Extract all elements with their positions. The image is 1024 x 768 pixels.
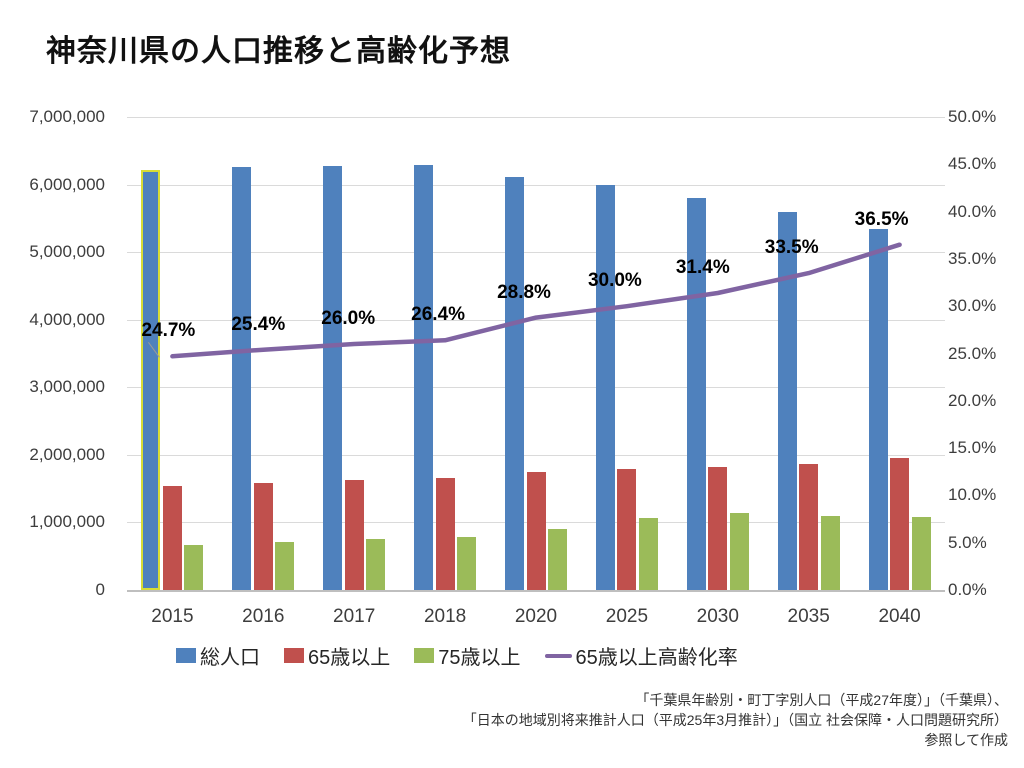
gridline bbox=[127, 252, 945, 254]
gridline bbox=[127, 454, 945, 456]
legend-swatch-icon bbox=[284, 648, 304, 663]
bar-age75-2016 bbox=[275, 542, 295, 590]
y-axis-tick-label: 6,000,000 bbox=[29, 174, 105, 194]
source-note: 「千葉県年齢別・町丁字別人口（平成27年度）」（千葉県）、 「日本の地域別将来推… bbox=[463, 690, 1008, 750]
secondary-y-axis-tick-label: 40.0% bbox=[948, 201, 997, 221]
x-axis-tick-label: 2040 bbox=[878, 606, 921, 627]
y-axis-tick-label: 5,000,000 bbox=[29, 242, 105, 262]
bar-total-2018 bbox=[414, 165, 434, 590]
x-axis-tick-label: 2025 bbox=[605, 606, 649, 627]
secondary-y-axis-tick-label: 25.0% bbox=[948, 343, 997, 363]
rate-data-label-2020: 28.8% bbox=[497, 281, 551, 303]
legend-label-age75: 75歳以上 bbox=[438, 647, 521, 669]
rate-data-label-2030: 31.4% bbox=[675, 257, 730, 278]
secondary-y-axis-tick-label: 15.0% bbox=[948, 438, 997, 458]
source-note-line-2: 「日本の地域別将来推計人口（平成25年3月推計）」（国立 社会保障・人口問題研究… bbox=[462, 712, 1008, 728]
bar-age75-2018 bbox=[457, 537, 477, 590]
secondary-y-axis-tick-label: 0.0% bbox=[948, 580, 987, 599]
y-axis-tick-label: 7,000,000 bbox=[29, 107, 105, 126]
rate-data-label-2017: 26.0% bbox=[321, 308, 376, 329]
bar-age75-2015 bbox=[184, 544, 204, 590]
bar-age65-2015 bbox=[162, 485, 182, 590]
gridline bbox=[127, 117, 945, 118]
legend-swatch-icon bbox=[414, 648, 435, 663]
bar-age75-2040 bbox=[911, 517, 931, 590]
legend-label-age65: 65歳以上 bbox=[308, 647, 391, 669]
legend-item-age65: 65歳以上 bbox=[284, 641, 390, 670]
y-axis-tick-label: 4,000,000 bbox=[29, 309, 105, 329]
bar-age75-2035 bbox=[820, 515, 840, 590]
secondary-y-axis-tick-label: 50.0% bbox=[948, 107, 997, 126]
aging-rate-line bbox=[170, 242, 902, 359]
rate-data-label-2040: 36.5% bbox=[854, 208, 909, 230]
secondary-y-axis-tick-label: 35.0% bbox=[948, 248, 997, 268]
y-axis-tick-label: 1,000,000 bbox=[29, 512, 105, 532]
bar-age65-2018 bbox=[435, 477, 455, 590]
x-axis-tick-label: 2017 bbox=[333, 606, 376, 627]
source-note-line-3: 参照して作成 bbox=[924, 732, 1008, 748]
bar-total-2016 bbox=[232, 167, 252, 590]
secondary-y-axis-tick-label: 30.0% bbox=[948, 296, 997, 316]
legend-item-total: 総人口 bbox=[176, 641, 260, 670]
y-axis-tick-label: 2,000,000 bbox=[29, 444, 105, 464]
legend-line-icon bbox=[544, 653, 572, 658]
source-note-line-1: 「千葉県年齢別・町丁字別人口（平成27年度）」（千葉県）、 bbox=[635, 692, 1008, 708]
x-axis-tick-label: 2018 bbox=[423, 606, 467, 627]
bar-age65-2020 bbox=[526, 471, 546, 591]
secondary-y-axis-tick-label: 5.0% bbox=[948, 532, 987, 552]
rate-data-label-2016: 25.4% bbox=[231, 313, 286, 335]
bar-age75-2025 bbox=[638, 517, 658, 590]
x-axis-tick-label: 2015 bbox=[151, 606, 194, 627]
x-axis-line bbox=[127, 590, 945, 592]
bar-total-2017 bbox=[323, 165, 343, 590]
bar-total-2035 bbox=[777, 212, 797, 590]
gridline bbox=[127, 319, 945, 321]
bar-age75-2030 bbox=[729, 513, 749, 590]
x-axis-tick-label: 2035 bbox=[787, 606, 830, 627]
secondary-y-axis-tick-label: 45.0% bbox=[948, 154, 997, 174]
bar-age75-2020 bbox=[548, 529, 567, 590]
rate-data-label-2025: 30.0% bbox=[587, 270, 642, 292]
chart-legend: 総人口 65歳以上 75歳以上 65歳以上高齢化率 bbox=[176, 641, 738, 670]
x-axis-tick-label: 2020 bbox=[514, 606, 558, 627]
y-axis-tick-label: 3,000,000 bbox=[29, 377, 105, 397]
gridline bbox=[127, 184, 945, 186]
bar-total-2025 bbox=[595, 185, 615, 590]
rate-data-label-2035: 33.5% bbox=[764, 237, 819, 259]
bar-age65-2035 bbox=[799, 463, 819, 590]
secondary-y-axis-tick-label: 10.0% bbox=[948, 485, 997, 505]
gridline bbox=[127, 387, 945, 389]
bar-total-2020 bbox=[505, 176, 524, 590]
legend-item-rate: 65歳以上高齢化率 bbox=[544, 641, 738, 670]
legend-item-age75: 75歳以上 bbox=[414, 641, 521, 670]
y-axis-tick-label: 0 bbox=[95, 580, 105, 599]
bar-age65-2040 bbox=[890, 458, 910, 590]
legend-label-total: 総人口 bbox=[200, 647, 260, 669]
bar-age65-2017 bbox=[344, 479, 364, 590]
bar-total-2015-highlighted bbox=[141, 169, 161, 590]
bar-age65-2030 bbox=[708, 467, 728, 590]
bar-age65-2016 bbox=[253, 482, 273, 590]
bar-total-2040 bbox=[868, 229, 888, 590]
x-axis-tick-label: 2030 bbox=[696, 606, 739, 627]
rate-data-label-2015: 24.7% bbox=[141, 320, 196, 342]
x-axis-tick-label: 2016 bbox=[242, 606, 285, 627]
data-label-leader-line bbox=[147, 342, 160, 358]
rate-data-label-2018: 26.4% bbox=[411, 304, 466, 326]
aging-rate-line-series bbox=[147, 242, 902, 359]
legend-label-rate: 65歳以上高齢化率 bbox=[575, 647, 738, 669]
bar-age75-2017 bbox=[366, 539, 386, 590]
legend-swatch-icon bbox=[176, 648, 196, 663]
secondary-y-axis-tick-label: 20.0% bbox=[948, 390, 997, 410]
bar-age65-2025 bbox=[617, 469, 637, 590]
page-title: 神奈川県の人口推移と高齢化予想 bbox=[46, 35, 511, 68]
